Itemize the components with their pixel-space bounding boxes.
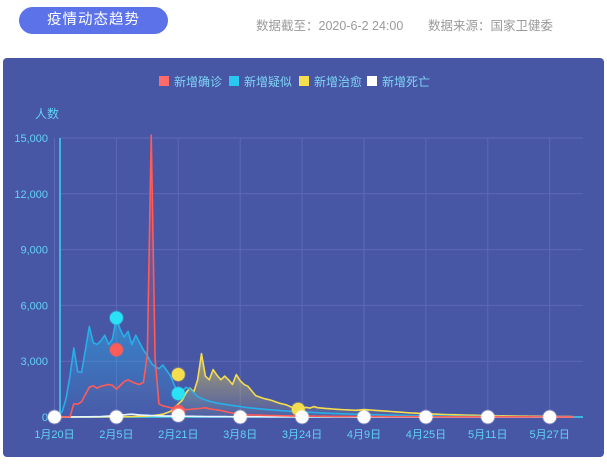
svg-text:12,000: 12,000 <box>14 189 48 201</box>
svg-text:4月9日: 4月9日 <box>347 429 381 441</box>
svg-text:2月5日: 2月5日 <box>99 429 133 441</box>
svg-text:1月20日: 1月20日 <box>34 429 74 441</box>
svg-text:2月21日: 2月21日 <box>158 429 198 441</box>
svg-text:5月27日: 5月27日 <box>530 429 570 441</box>
svg-text:3月8日: 3月8日 <box>223 429 257 441</box>
svg-text:人数: 人数 <box>35 106 59 121</box>
svg-text:0: 0 <box>42 412 48 424</box>
svg-text:4月25日: 4月25日 <box>406 429 446 441</box>
svg-text:15,000: 15,000 <box>14 133 48 145</box>
svg-text:5月11日: 5月11日 <box>468 429 508 441</box>
svg-text:3月24日: 3月24日 <box>282 429 322 441</box>
svg-text:3,000: 3,000 <box>20 356 48 368</box>
svg-text:6,000: 6,000 <box>20 300 48 312</box>
svg-text:9,000: 9,000 <box>20 245 48 257</box>
